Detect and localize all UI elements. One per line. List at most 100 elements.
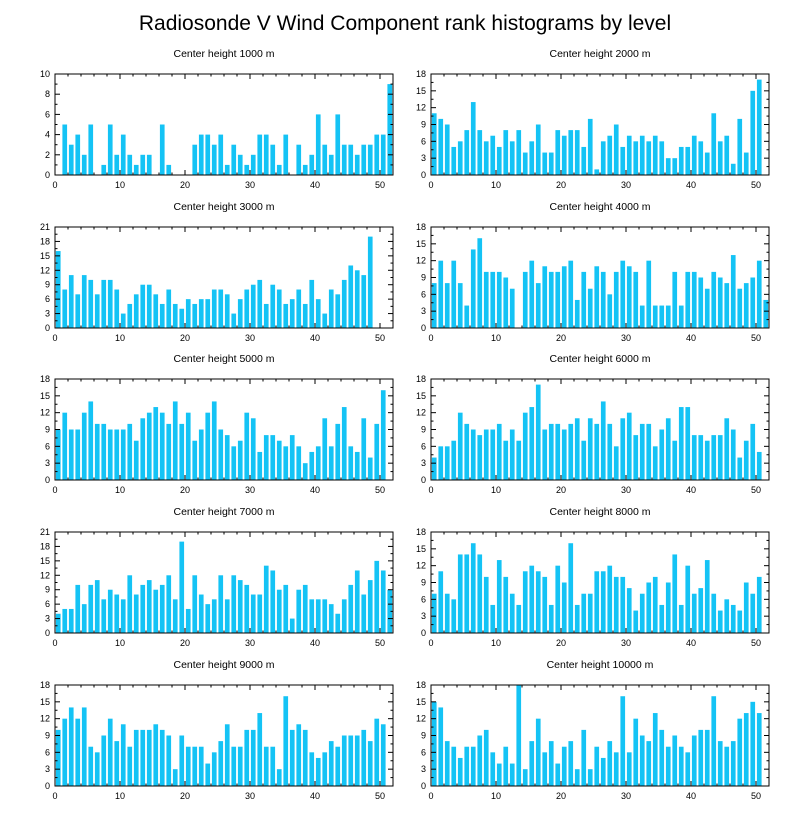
histogram-bar xyxy=(574,604,580,633)
histogram-bar xyxy=(140,729,146,786)
histogram-bar xyxy=(172,401,178,480)
histogram-bar xyxy=(672,158,678,175)
histogram-bar xyxy=(374,560,380,633)
histogram-bar xyxy=(335,746,341,786)
y-tick-label: 12 xyxy=(40,265,50,275)
histogram-bar xyxy=(704,560,710,633)
histogram-bar xyxy=(68,707,74,786)
histogram-bar xyxy=(431,113,437,175)
x-tick-label: 10 xyxy=(491,485,501,495)
histogram-bar xyxy=(172,769,178,786)
x-tick-label: 30 xyxy=(621,791,631,801)
y-tick-label: 9 xyxy=(421,731,426,741)
histogram-bar xyxy=(646,741,652,786)
histogram-bar xyxy=(594,266,600,328)
histogram-bar xyxy=(88,124,94,175)
y-tick-label: 3 xyxy=(45,458,50,468)
histogram-bar xyxy=(678,146,684,175)
histogram-bar xyxy=(88,401,94,480)
y-tick-label: 0 xyxy=(45,628,50,638)
histogram-bar xyxy=(438,260,444,328)
x-tick-label: 50 xyxy=(751,638,761,648)
histogram-bar xyxy=(548,423,554,480)
y-tick-label: 6 xyxy=(421,441,426,451)
histogram-bar xyxy=(470,543,476,633)
histogram-bar xyxy=(153,724,159,786)
histogram-bar xyxy=(192,575,198,633)
histogram-bar xyxy=(374,718,380,786)
histogram-bar xyxy=(678,746,684,786)
histogram-bar xyxy=(717,277,723,328)
y-tick-label: 3 xyxy=(421,458,426,468)
histogram-bar xyxy=(140,418,146,480)
y-tick-label: 18 xyxy=(416,69,426,79)
histogram-bar xyxy=(192,440,198,480)
histogram-bar xyxy=(516,130,522,175)
y-tick-label: 18 xyxy=(416,222,426,232)
histogram-bar xyxy=(296,589,302,633)
histogram-bar xyxy=(509,288,515,328)
histogram-bar xyxy=(263,565,269,633)
histogram-bar xyxy=(101,423,107,480)
x-tick-label: 0 xyxy=(428,791,433,801)
x-tick-label: 50 xyxy=(375,333,385,343)
histogram-bar xyxy=(704,152,710,175)
x-tick-label: 50 xyxy=(751,791,761,801)
histogram-bar xyxy=(231,575,237,633)
histogram-bar xyxy=(464,305,470,328)
x-tick-label: 30 xyxy=(621,333,631,343)
histogram-bar xyxy=(503,277,509,328)
y-tick-label: 9 xyxy=(421,273,426,283)
histogram-bar xyxy=(613,752,619,786)
histogram-bar xyxy=(652,713,658,786)
histogram-bar xyxy=(198,429,204,480)
histogram-bar xyxy=(444,741,450,786)
histogram-bar xyxy=(438,707,444,786)
x-tick-label: 0 xyxy=(52,485,57,495)
histogram-bar xyxy=(555,763,561,786)
histogram-bar xyxy=(315,757,321,786)
x-tick-label: 10 xyxy=(115,180,125,190)
histogram-bar xyxy=(711,113,717,175)
histogram-bar xyxy=(568,130,574,175)
y-tick-label: 12 xyxy=(416,714,426,724)
histogram-bar xyxy=(309,154,315,175)
histogram-bar xyxy=(354,154,360,175)
histogram-bar xyxy=(581,729,587,786)
histogram-bar xyxy=(244,729,250,786)
histogram-bar xyxy=(574,299,580,328)
histogram-bar xyxy=(205,299,211,328)
histogram-bar xyxy=(691,435,697,480)
histogram-bar xyxy=(633,141,639,175)
histogram-bar xyxy=(348,446,354,480)
histogram-bar xyxy=(750,593,756,633)
y-tick-label: 15 xyxy=(40,697,50,707)
histogram-bar xyxy=(516,685,522,786)
x-tick-label: 30 xyxy=(245,485,255,495)
histogram-bar xyxy=(380,134,386,175)
histogram-bar xyxy=(218,289,224,328)
histogram-bar xyxy=(704,729,710,786)
histogram-bar xyxy=(276,769,282,786)
y-tick-label: 6 xyxy=(45,294,50,304)
histogram-bar xyxy=(309,752,315,786)
x-tick-label: 10 xyxy=(115,638,125,648)
x-tick-label: 0 xyxy=(52,638,57,648)
histogram-bar xyxy=(205,412,211,480)
histogram-bar xyxy=(529,741,535,786)
histogram-bar xyxy=(348,584,354,633)
histogram-bar xyxy=(542,152,548,175)
histogram-bar xyxy=(490,604,496,633)
histogram-bar xyxy=(542,429,548,480)
histogram-bar xyxy=(192,303,198,328)
histogram-bar xyxy=(711,696,717,786)
histogram-bar xyxy=(743,440,749,480)
y-tick-label: 6 xyxy=(45,109,50,119)
histogram-bar xyxy=(244,289,250,328)
histogram-bar xyxy=(626,752,632,786)
histogram-bar xyxy=(263,746,269,786)
histogram-bar xyxy=(451,599,457,633)
histogram-bar xyxy=(348,144,354,175)
y-tick-label: 0 xyxy=(421,475,426,485)
histogram-bar xyxy=(198,134,204,175)
